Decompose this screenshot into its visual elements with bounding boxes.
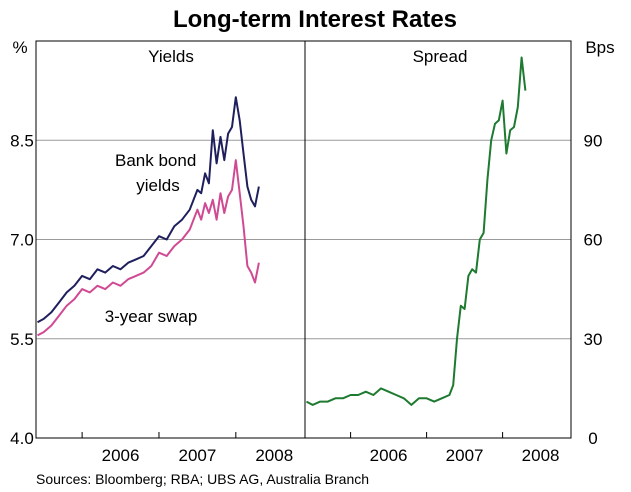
left-x-tick-label: 2007 bbox=[178, 446, 216, 465]
right-y-tick-labels: 0 30 60 90 bbox=[584, 131, 603, 448]
left-y-tick-label: 7.0 bbox=[10, 231, 34, 250]
left-gridlines bbox=[36, 139, 305, 340]
left-x-tick-label: 2006 bbox=[102, 446, 140, 465]
right-panel-title: Spread bbox=[413, 47, 468, 66]
left-y-tick-label: 5.5 bbox=[10, 330, 34, 349]
right-panel: Spread Bps 0 30 60 90 2006 2007 2008 bbox=[305, 38, 615, 465]
right-y-tick-label: 30 bbox=[584, 330, 603, 349]
left-y-tick-label: 4.0 bbox=[10, 429, 34, 448]
right-x-tick-labels: 2006 2007 2008 bbox=[350, 432, 560, 465]
plot-frame bbox=[35, 40, 572, 439]
bank-bond-annotation-line2: yields bbox=[136, 176, 179, 195]
left-axis-unit: % bbox=[12, 38, 27, 57]
right-x-tick-label: 2006 bbox=[370, 446, 408, 465]
bank-bond-annotation-line1: Bank bond bbox=[115, 151, 196, 170]
left-y-tick-label: 8.5 bbox=[10, 131, 34, 150]
left-panel: Yields % 4.0 5.5 7.0 8.5 2006 2007 2008 Bank … bbox=[10, 38, 305, 465]
chart-title: Long-term Interest Rates bbox=[173, 6, 457, 33]
source-note: Sources: Bloomberg; RBA; UBS AG, Austral… bbox=[36, 471, 369, 487]
left-y-tick-labels: 4.0 5.5 7.0 8.5 bbox=[10, 131, 34, 448]
right-y-tick-label: 60 bbox=[584, 231, 603, 250]
right-y-tick-label: 0 bbox=[588, 429, 597, 448]
left-x-tick-label: 2008 bbox=[255, 446, 293, 465]
bank-bond-annotation: Bank bond yields bbox=[115, 151, 201, 195]
right-x-tick-label: 2007 bbox=[446, 446, 484, 465]
right-axis-unit: Bps bbox=[585, 38, 614, 57]
bank-series-line bbox=[37, 96, 260, 324]
left-x-tick-labels: 2006 2007 2008 bbox=[81, 432, 293, 465]
right-x-tick-label: 2008 bbox=[522, 446, 560, 465]
spread-series-line bbox=[306, 56, 527, 406]
left-panel-title: Yields bbox=[148, 47, 194, 66]
swap-series-line bbox=[37, 159, 260, 337]
right-gridlines bbox=[305, 139, 571, 340]
right-y-tick-label: 90 bbox=[584, 131, 603, 150]
left-series-lines bbox=[37, 96, 260, 337]
right-series-lines bbox=[306, 56, 527, 406]
swap-annotation: 3-year swap bbox=[105, 307, 198, 326]
